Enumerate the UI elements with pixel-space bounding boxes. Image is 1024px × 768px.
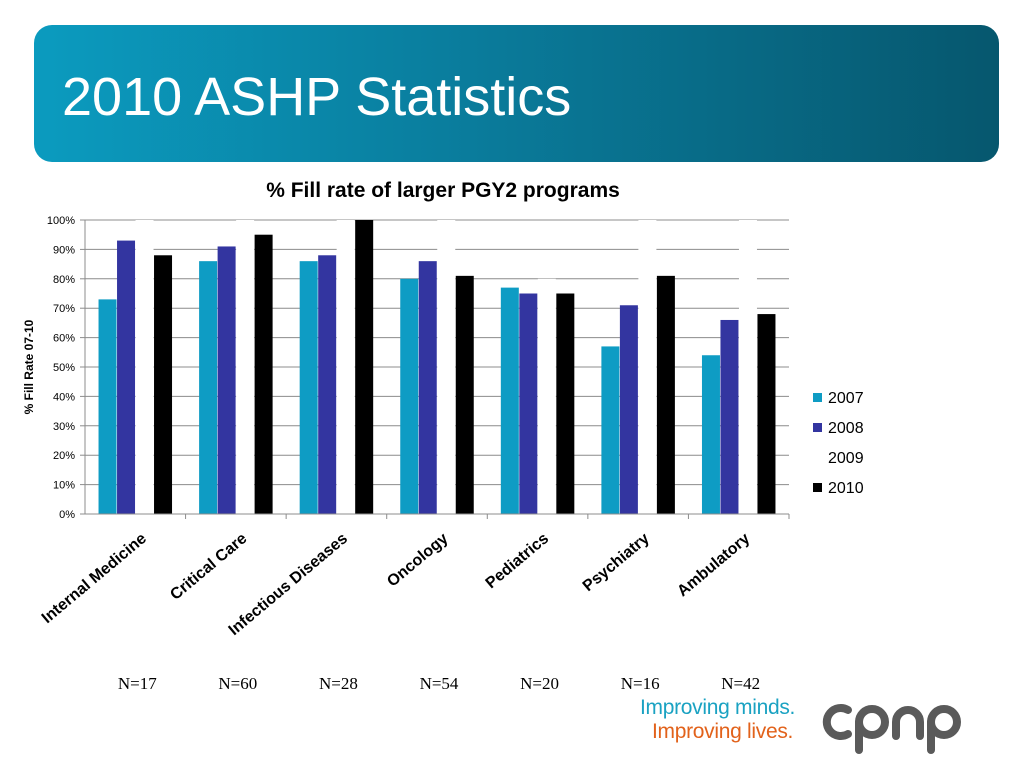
y-tick-label: 70% [53, 303, 75, 315]
legend-label-2009: 2009 [828, 450, 864, 467]
bar-2008 [117, 240, 136, 514]
sample-size-label: N=20 [520, 674, 559, 693]
bar-2007 [299, 261, 318, 514]
bar-2010 [455, 275, 474, 514]
slide-title: 2010 ASHP Statistics [62, 67, 572, 127]
legend-swatch-2010 [813, 483, 822, 492]
legend-label-2008: 2008 [828, 420, 864, 437]
logo-tagline-lives: Improving lives. [652, 720, 794, 743]
bar-2007 [400, 278, 419, 514]
bar-2009 [738, 220, 757, 514]
bar-2009 [537, 278, 556, 514]
chart-title: % Fill rate of larger PGY2 programs [266, 179, 620, 202]
x-tick-label: Critical Care [167, 530, 250, 604]
y-tick-label: 20% [53, 450, 75, 462]
bar-2010 [556, 293, 575, 514]
bar-chart: 0% 10% 20% 30% 40% 50% 60% 70% 80% 90% 100% Interna… [22, 179, 864, 639]
bar-2009 [236, 220, 255, 514]
y-tick-label: 0% [59, 509, 75, 521]
bar-2007 [500, 287, 519, 514]
y-tick-label: 30% [53, 421, 75, 433]
bar-2008 [418, 261, 437, 514]
bar-2008 [619, 305, 638, 514]
y-tick-label: 60% [53, 333, 75, 345]
legend-swatch-2007 [813, 393, 822, 402]
bar-2010 [254, 234, 273, 514]
sample-size-label: N=42 [721, 674, 761, 693]
title-banner: 2010 ASHP Statistics [34, 25, 999, 162]
bar-2010 [154, 255, 173, 514]
bar-2008 [217, 246, 236, 514]
x-tick-label: Ambulatory [674, 530, 753, 600]
sample-size-label: N=16 [620, 674, 660, 693]
bar-2007 [98, 299, 117, 514]
y-tick-label: 100% [47, 215, 75, 227]
y-tick-label: 90% [53, 244, 75, 256]
legend-label-2007: 2007 [828, 390, 864, 407]
bar-2007 [601, 346, 620, 514]
sample-size-label: N=54 [419, 674, 459, 693]
bar-2008 [318, 255, 337, 514]
bar-2009 [336, 220, 355, 514]
y-tick-label: 50% [53, 362, 75, 374]
bar-2009 [638, 220, 657, 514]
y-tick-label: 10% [53, 480, 75, 492]
bar-2007 [701, 355, 720, 514]
bar-2010 [757, 314, 776, 514]
x-tick-label: Pediatrics [483, 530, 553, 592]
bar-2010 [656, 275, 675, 514]
cpnp-wordmark-icon [822, 704, 961, 754]
sample-size-label: N=28 [318, 674, 358, 693]
logo-tagline-minds: Improving minds. [640, 696, 796, 719]
y-tick-label: 40% [53, 391, 75, 403]
bar-2010 [355, 220, 374, 514]
bar-2008 [519, 293, 538, 514]
x-tick-label: Psychiatry [580, 530, 653, 595]
legend-swatch-2009 [813, 453, 822, 462]
legend-label-2010: 2010 [828, 480, 864, 497]
y-tick-label: 80% [53, 274, 75, 286]
sample-size-label: N=60 [218, 674, 258, 693]
bar-2007 [199, 261, 218, 514]
x-tick-label: Oncology [384, 530, 452, 591]
sample-size-label: N=17 [117, 674, 157, 693]
x-tick-label: Internal Medicine [39, 530, 150, 627]
y-axis-label: % Fill Rate 07-10 [22, 319, 36, 414]
bar-2009 [135, 220, 154, 514]
cpnp-logo: Improving minds. Improving lives. [640, 696, 980, 756]
bar-2009 [437, 220, 456, 514]
legend-swatch-2008 [813, 423, 822, 432]
bar-2008 [720, 319, 739, 514]
